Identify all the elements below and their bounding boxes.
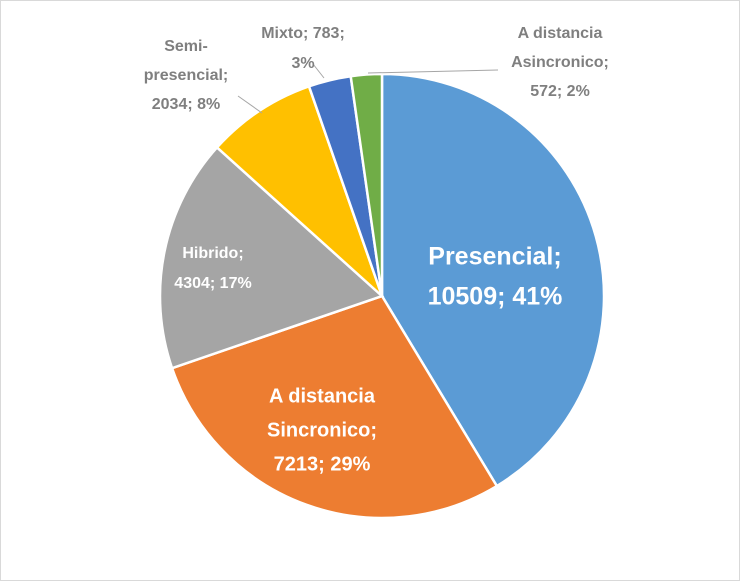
data-label: Hibrido;	[182, 245, 243, 262]
pie-slice	[380, 72, 606, 488]
data-label: 3%	[291, 55, 314, 72]
leader-line	[237, 95, 263, 114]
pie-slice	[158, 145, 385, 370]
data-label: 572; 2%	[530, 83, 590, 100]
leader-line	[312, 63, 325, 79]
data-label: 7213; 29%	[274, 453, 371, 475]
data-label: A distancia	[518, 25, 603, 42]
data-label: A distancia	[269, 385, 376, 407]
data-label: 4304; 17%	[174, 275, 251, 292]
data-label: Presencial;	[428, 243, 561, 271]
leader-line	[367, 69, 499, 74]
data-label: Sincronico;	[267, 419, 377, 441]
data-label: 10509; 41%	[428, 283, 563, 311]
data-label: Semi-	[164, 38, 208, 55]
data-label: presencial;	[144, 67, 228, 84]
pie-slice	[349, 72, 384, 297]
data-label: Mixto; 783;	[261, 25, 345, 42]
data-label: 2034; 8%	[152, 96, 221, 113]
data-label: Asincronico;	[511, 54, 609, 71]
pie-slice	[170, 294, 499, 520]
